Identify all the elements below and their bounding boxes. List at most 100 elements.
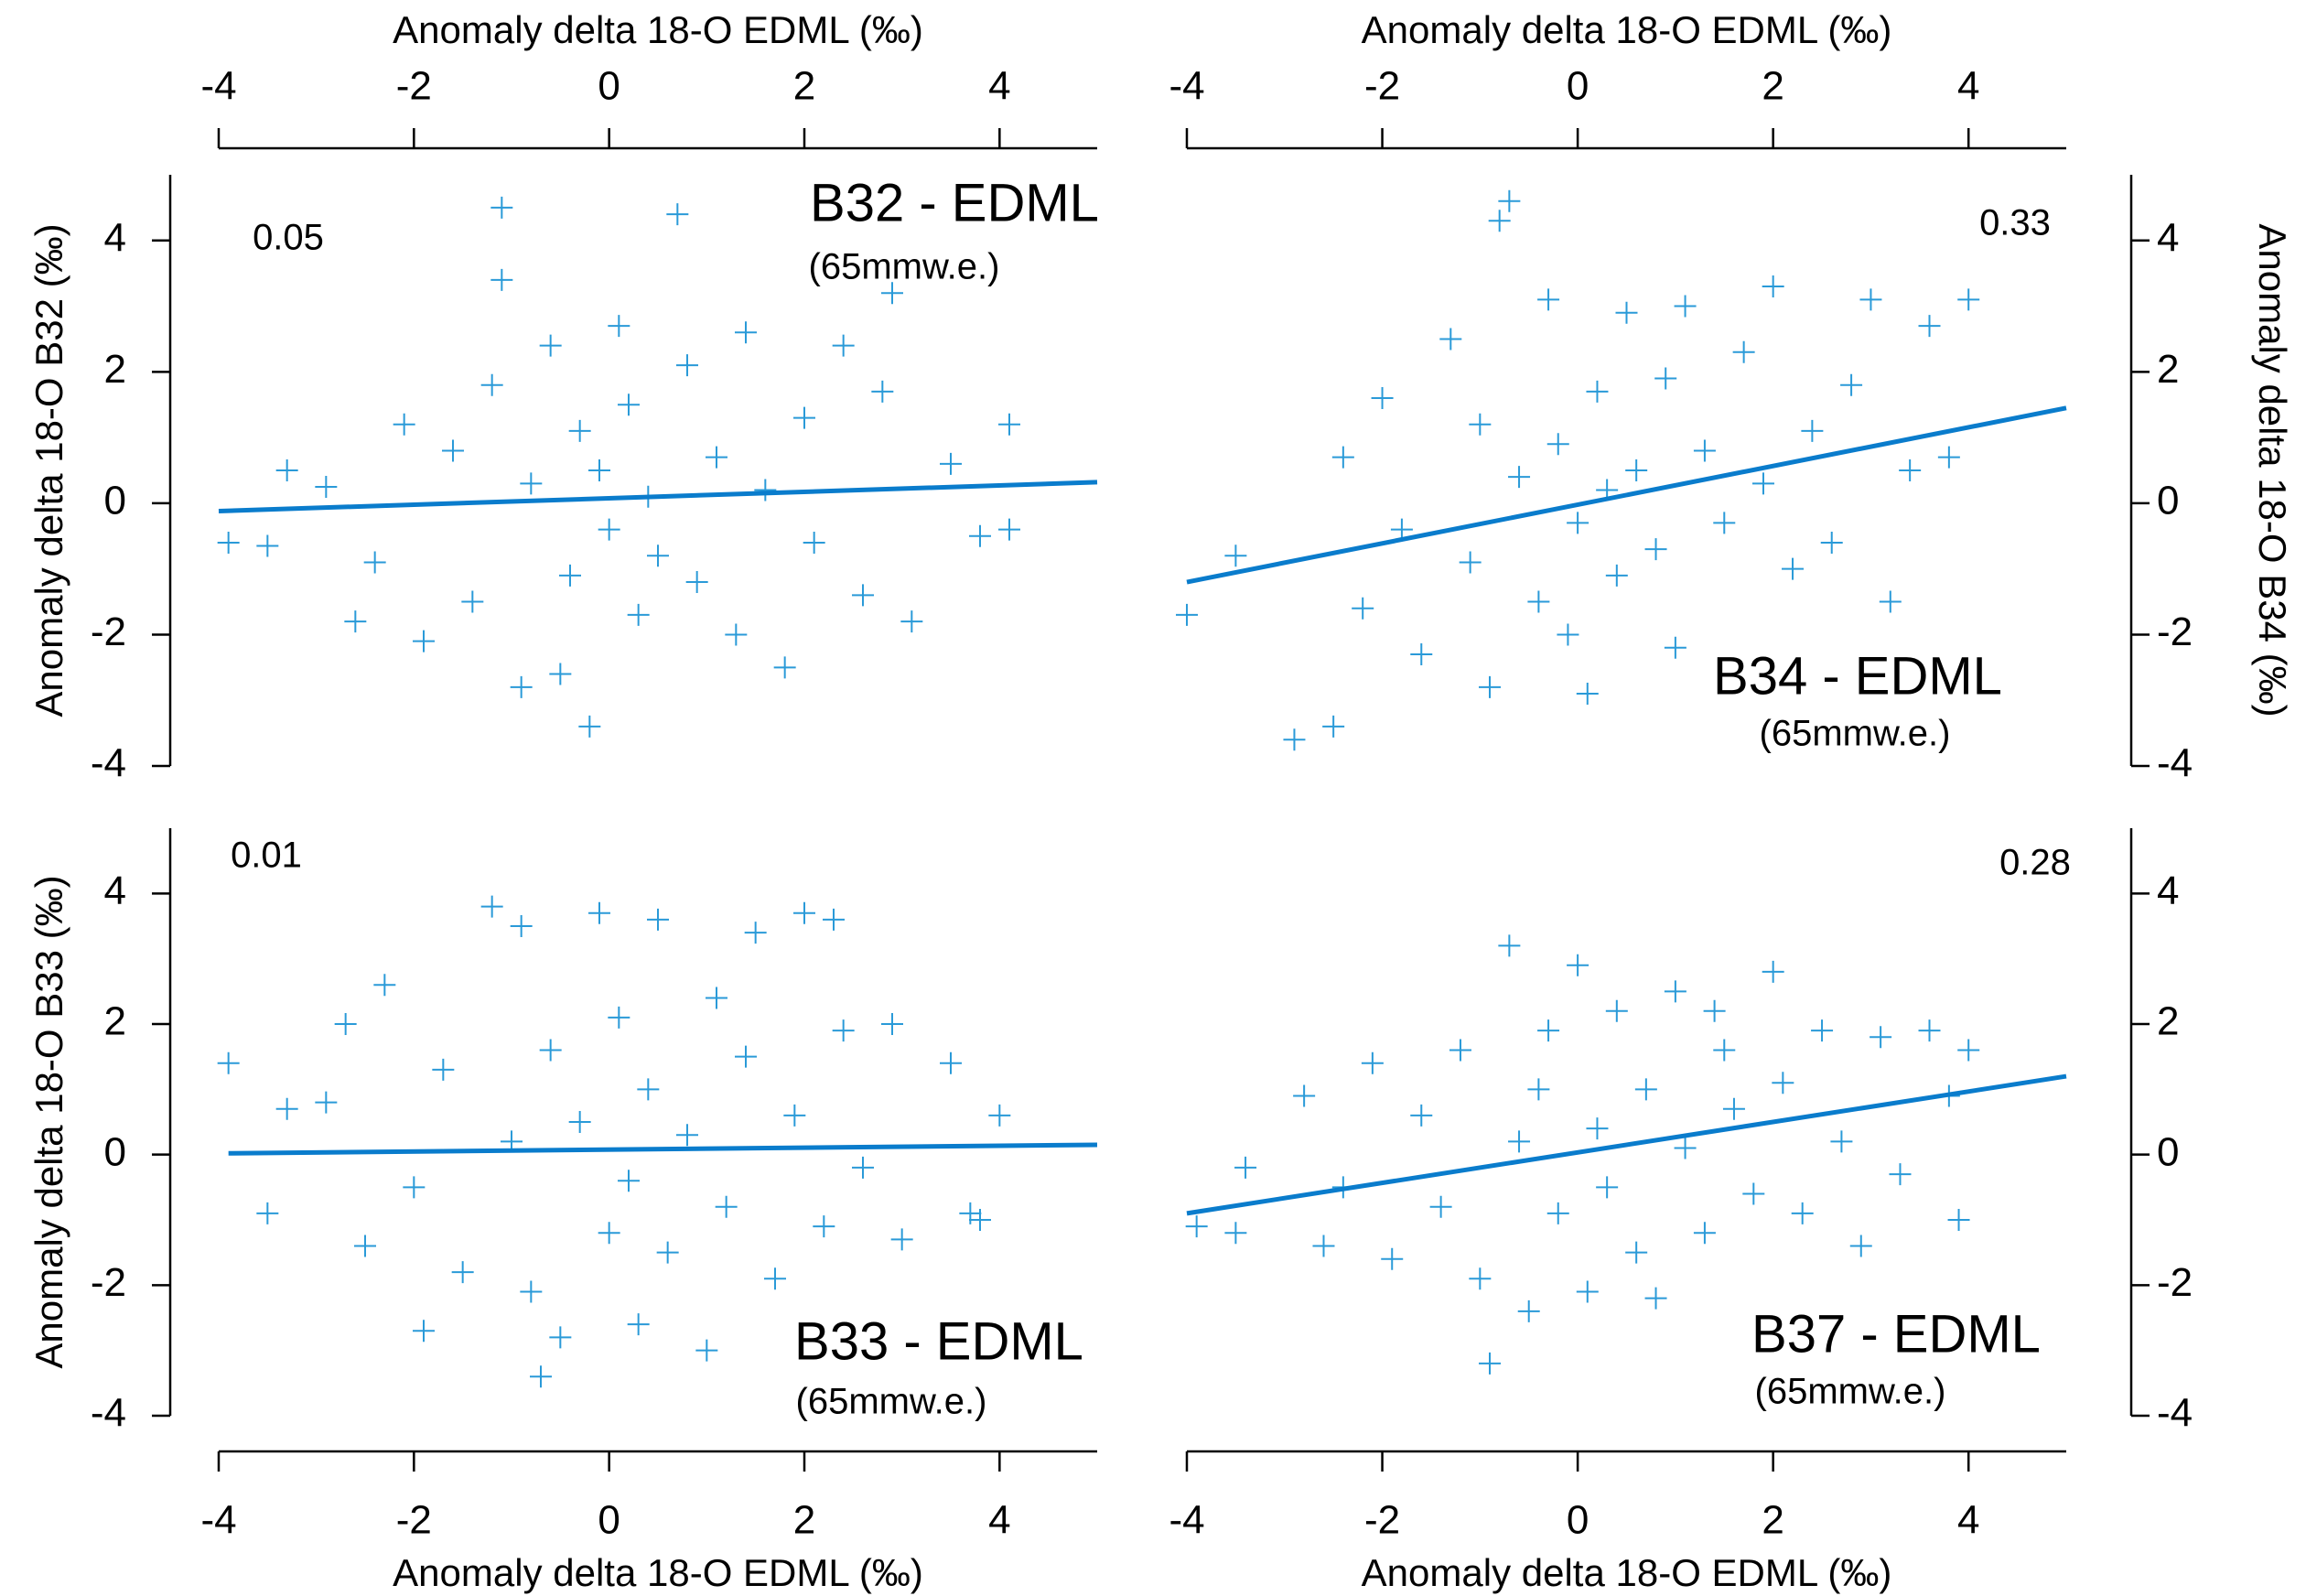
point [1801, 419, 1824, 442]
point [647, 908, 669, 931]
point [1546, 1202, 1569, 1224]
point [618, 394, 640, 416]
point [1840, 373, 1863, 396]
point [1449, 1039, 1471, 1062]
point [1820, 531, 1843, 554]
point [1567, 512, 1589, 534]
point [1312, 1235, 1335, 1257]
point [1469, 413, 1492, 436]
point [1937, 446, 1960, 469]
point [1322, 715, 1345, 738]
point [1830, 1130, 1853, 1153]
x-tick-label: 0 [598, 1498, 620, 1543]
point [598, 518, 620, 541]
correlation-value: 0.33 [1979, 203, 2051, 243]
point [608, 315, 630, 338]
x-tick-label: -2 [396, 64, 432, 109]
point [998, 413, 1020, 436]
point [334, 1013, 357, 1035]
point [403, 1176, 426, 1199]
point [315, 1091, 338, 1114]
point [1410, 642, 1433, 665]
point [275, 1097, 298, 1120]
fit-line [218, 480, 1098, 514]
point [793, 901, 815, 924]
x-tick-label: 0 [1567, 1498, 1589, 1543]
point [676, 354, 698, 377]
point [1176, 603, 1198, 626]
point [871, 380, 894, 403]
point [539, 334, 562, 357]
point [490, 196, 513, 219]
point [1479, 1352, 1502, 1375]
point [1615, 301, 1638, 324]
panel-subtitle: (65mmw.e.) [809, 247, 1000, 287]
point [480, 895, 503, 918]
point [1352, 597, 1374, 620]
point [1557, 623, 1579, 646]
point [715, 1195, 738, 1218]
point [1508, 466, 1531, 489]
point [1742, 1182, 1765, 1205]
point [1762, 275, 1784, 298]
point [1947, 1209, 1970, 1231]
point [1899, 459, 1922, 481]
x-tick-label: 2 [793, 64, 815, 109]
point [432, 1058, 455, 1081]
point [1634, 1078, 1657, 1101]
point [442, 439, 464, 462]
panel-subtitle: (65mmw.e.) [796, 1382, 987, 1422]
point [695, 1339, 718, 1362]
x-tick-label: 4 [1957, 64, 1979, 109]
y-tick-label: 4 [2157, 868, 2179, 913]
point [1918, 315, 1941, 338]
point [764, 1267, 786, 1290]
y-tick-label: 4 [2157, 215, 2179, 260]
point [1331, 446, 1354, 469]
point [559, 564, 581, 587]
point [1527, 1078, 1550, 1101]
y-tick-label: -4 [91, 1391, 126, 1436]
y-tick-label: -4 [2157, 1391, 2193, 1436]
y-tick-label: 2 [2157, 347, 2179, 392]
point [1693, 1222, 1716, 1245]
point [647, 545, 669, 567]
point [1811, 1019, 1834, 1042]
panel-subtitle: (65mmw.e.) [1760, 714, 1951, 754]
point [344, 610, 367, 633]
point [1586, 1117, 1609, 1140]
x-tick-label: -2 [1364, 64, 1400, 109]
point [461, 590, 484, 613]
point [373, 974, 396, 997]
point [1791, 1202, 1814, 1224]
point [1508, 1130, 1531, 1153]
point [852, 1156, 874, 1179]
point [1722, 1097, 1745, 1120]
point [530, 1365, 552, 1388]
x-tick-label: 0 [1567, 64, 1589, 109]
x-tick-label: -2 [1364, 1498, 1400, 1543]
point [598, 1222, 620, 1245]
point [988, 1104, 1011, 1127]
point [1381, 1247, 1404, 1270]
point [608, 1006, 630, 1029]
point [1751, 472, 1774, 495]
point [413, 630, 435, 652]
point [1517, 1299, 1540, 1322]
point [275, 459, 298, 481]
point [969, 1209, 991, 1231]
point [1605, 564, 1628, 587]
x-tick-label: 4 [988, 64, 1010, 109]
point [539, 1039, 562, 1062]
point [832, 334, 855, 357]
point [656, 1241, 679, 1264]
point [1224, 545, 1247, 567]
point [217, 531, 240, 554]
point [1713, 1039, 1736, 1062]
point [1537, 1019, 1560, 1042]
point [783, 1104, 806, 1127]
point [1546, 433, 1569, 456]
point [754, 479, 777, 501]
y-tick-label: 4 [104, 868, 126, 913]
point [1498, 189, 1521, 212]
